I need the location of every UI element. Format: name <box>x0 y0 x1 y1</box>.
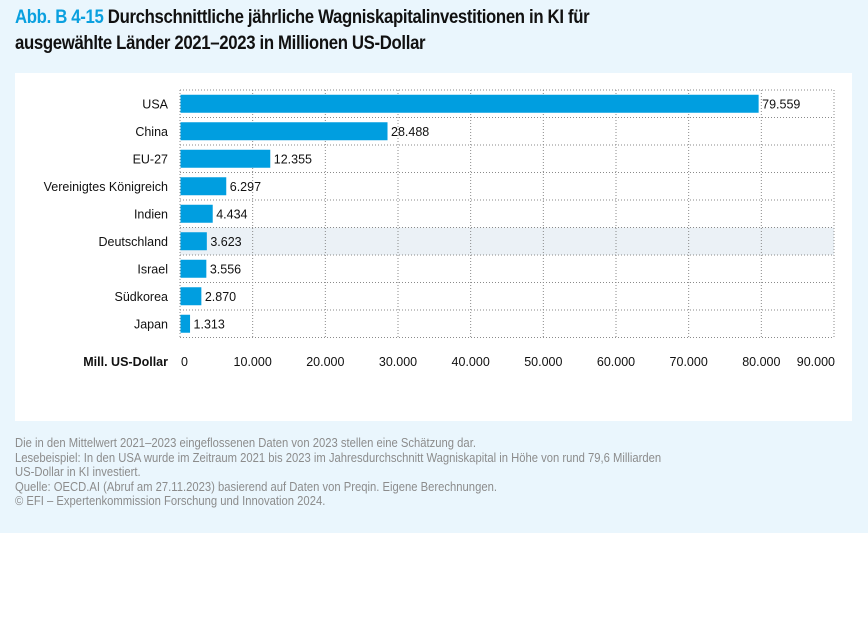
value-label: 79.559 <box>762 97 800 111</box>
chart-area: USA China EU-27 Vereinigtes Königreich Indie… <box>15 73 852 421</box>
value-label: 3.623 <box>210 235 241 249</box>
value-label: 3.556 <box>210 262 241 276</box>
bar <box>180 149 271 168</box>
x-tick-label: 80.000 <box>742 355 780 369</box>
x-axis-label: Mill. US-Dollar <box>83 355 168 369</box>
x-tick-label: 90.000 <box>797 355 835 369</box>
footnote-reading-example-cont: US-Dollar in KI investiert. <box>15 465 141 480</box>
category-label: Vereinigtes Königreich <box>44 180 168 194</box>
footnotes: Die in den Mittelwert 2021–2023 eingeflo… <box>15 436 771 509</box>
bar <box>180 232 207 251</box>
figure-panel: Abb. B 4-15 Durchschnittliche jährliche … <box>0 0 868 533</box>
value-label: 1.313 <box>194 317 225 331</box>
category-label: Indien <box>134 207 168 221</box>
figure-title-line2: ausgewählte Länder 2021–2023 in Millione… <box>15 32 426 54</box>
x-tick-label: 0 <box>181 355 188 369</box>
category-label: Israel <box>137 262 168 276</box>
bar <box>180 287 202 306</box>
figure-id: Abb. B 4-15 <box>15 6 104 28</box>
category-label: China <box>135 125 168 139</box>
figure-title-line1: Durchschnittliche jährliche Wagniskapita… <box>107 6 590 28</box>
category-label: Japan <box>134 317 168 331</box>
category-label: EU-27 <box>133 152 168 166</box>
x-tick-label: 40.000 <box>452 355 490 369</box>
x-tick-label: 70.000 <box>670 355 708 369</box>
footnote-reading-example: Lesebeispiel: In den USA wurde im Zeitra… <box>15 450 662 465</box>
bar <box>180 94 759 113</box>
value-label: 12.355 <box>274 152 312 166</box>
value-label: 28.488 <box>391 125 429 139</box>
bar <box>180 204 213 223</box>
value-label: 4.434 <box>216 207 247 221</box>
footnote-copyright: © EFI – Expertenkommission Forschung und… <box>15 494 326 509</box>
bar <box>180 177 227 196</box>
value-labels: 79.559 28.488 12.355 6.297 4.434 3.623 3.556 2.… <box>194 97 801 331</box>
category-label: Deutschland <box>99 235 169 249</box>
figure-title: Abb. B 4-15 Durchschnittliche jährliche … <box>15 4 737 56</box>
x-tick-label: 60.000 <box>597 355 635 369</box>
highlight-row-deutschland <box>180 227 834 255</box>
row-highlights <box>180 227 834 255</box>
grid-lines <box>179 89 835 338</box>
bars <box>180 94 759 333</box>
footnote-source: Quelle: OECD.AI (Abruf am 27.11.2023) ba… <box>15 479 497 494</box>
bar <box>180 259 207 278</box>
x-tick-label: 10.000 <box>234 355 272 369</box>
bar <box>180 314 191 333</box>
x-tick-label: 20.000 <box>306 355 344 369</box>
value-label: 2.870 <box>205 290 236 304</box>
category-label: USA <box>142 97 168 111</box>
category-labels: USA China EU-27 Vereinigtes Königreich Indie… <box>44 97 169 331</box>
footnote-estimate: Die in den Mittelwert 2021–2023 eingeflo… <box>15 436 476 450</box>
x-tick-label: 30.000 <box>379 355 417 369</box>
category-label: Südkorea <box>114 290 168 304</box>
bar-chart: USA China EU-27 Vereinigtes Königreich Indie… <box>44 89 835 369</box>
x-tick-labels: 0 10.000 20.000 30.000 40.000 50.000 60.000 70.… <box>181 355 835 369</box>
bar <box>180 122 388 141</box>
x-tick-label: 50.000 <box>524 355 562 369</box>
value-label: 6.297 <box>230 180 261 194</box>
